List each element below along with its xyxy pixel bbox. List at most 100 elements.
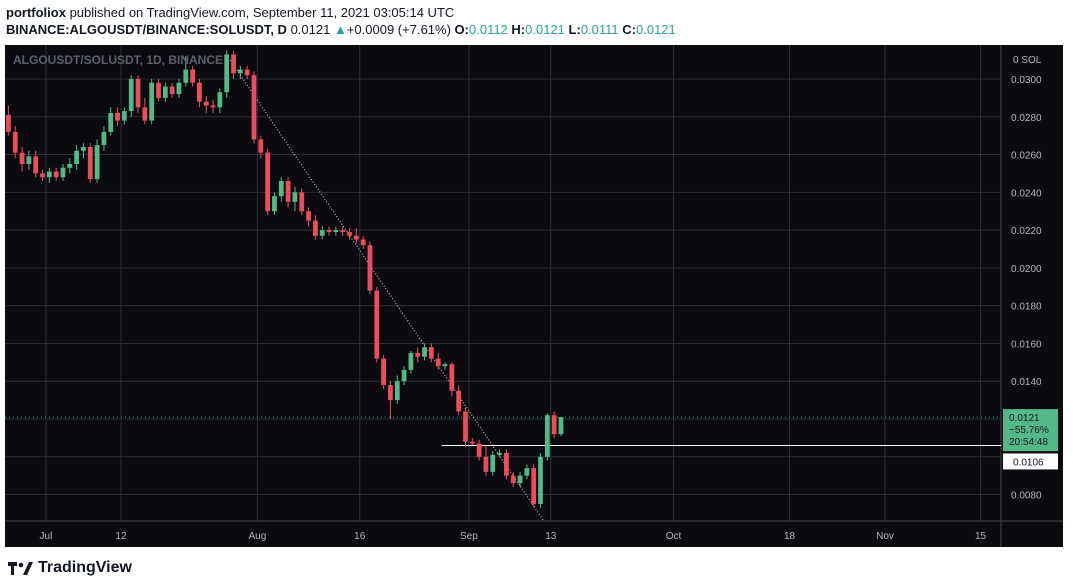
- price-label: 0.0121: [1009, 413, 1040, 424]
- candle-body: [12, 131, 18, 153]
- candle: [538, 453, 543, 508]
- x-tick-label: Sep: [460, 531, 478, 542]
- high-value: 0.0121: [525, 22, 565, 37]
- candle: [422, 343, 427, 361]
- candle: [237, 65, 243, 79]
- price-label-box: [1003, 409, 1058, 452]
- close-label: C:: [622, 22, 636, 37]
- x-tick-label: Nov: [876, 531, 894, 542]
- candle: [326, 226, 332, 236]
- candle-body: [210, 105, 216, 108]
- candle-body: [237, 69, 243, 74]
- change-label: −55.76%: [1009, 425, 1049, 436]
- candle-body: [524, 468, 530, 476]
- candle-body: [374, 290, 380, 359]
- candle-body: [456, 390, 462, 412]
- tradingview-brand[interactable]: TradingView: [38, 559, 132, 576]
- candle: [251, 71, 257, 144]
- candle-body: [128, 79, 134, 112]
- ohlc-header: BINANCE:ALGOUSDT/BINANCE:SOLUSDT, D 0.01…: [6, 22, 676, 37]
- footer: TradingView: [8, 559, 132, 577]
- candle: [224, 50, 230, 98]
- candle-body: [415, 352, 421, 357]
- candle: [401, 366, 407, 385]
- candle-body: [428, 347, 434, 359]
- published-text: published on TradingView.com, September …: [69, 5, 455, 20]
- candle: [197, 79, 202, 108]
- candle-body: [6, 114, 11, 132]
- candle: [531, 464, 537, 508]
- candle: [244, 65, 250, 79]
- candle: [497, 449, 502, 457]
- candle-body: [265, 152, 271, 212]
- candle: [319, 226, 325, 240]
- candle-body: [531, 468, 537, 504]
- candle-body: [476, 443, 482, 457]
- candle: [463, 407, 468, 448]
- price-change: +0.0009 (+7.61%): [346, 22, 451, 37]
- high-label: H:: [511, 22, 526, 37]
- candle-body: [442, 364, 448, 367]
- candle-body: [149, 82, 155, 121]
- candle: [217, 88, 223, 113]
- candle-body: [74, 150, 80, 164]
- candle-body: [449, 364, 455, 391]
- candle: [12, 126, 18, 159]
- candle-body: [156, 82, 161, 98]
- candle: [53, 167, 59, 181]
- y-tick-label: 0.0220: [1011, 226, 1042, 237]
- price-chart[interactable]: 0.00800.01000.01200.01400.01600.01800.02…: [5, 45, 1063, 547]
- candle-body: [490, 454, 496, 472]
- candle: [490, 451, 496, 476]
- candle-body: [169, 86, 175, 95]
- candle: [435, 352, 441, 370]
- candle-body: [81, 147, 86, 151]
- candle-body: [244, 69, 250, 76]
- candle-body: [67, 164, 73, 168]
- x-tick-label: Aug: [249, 531, 267, 542]
- candle-body: [388, 385, 393, 401]
- candle-body: [46, 171, 52, 178]
- candle: [374, 286, 380, 363]
- candle-body: [19, 152, 25, 164]
- candle-body: [176, 82, 182, 95]
- candle: [26, 150, 32, 170]
- candle-body: [203, 101, 209, 106]
- candle: [504, 449, 509, 480]
- x-tick-label: 16: [354, 531, 366, 542]
- candle-body: [87, 147, 93, 180]
- publisher-name[interactable]: portfoliox: [6, 5, 66, 20]
- candle-body: [60, 167, 66, 178]
- chart-watermark: ALGOUSDT/SOLUSDT, 1D, BINANCE: [13, 53, 224, 67]
- candle-body: [278, 181, 284, 197]
- candle-body: [558, 417, 564, 435]
- candle: [265, 148, 271, 215]
- x-tick-label: Oct: [666, 531, 682, 542]
- candle: [299, 188, 305, 215]
- candle-body: [40, 173, 45, 178]
- last-price: 0.0121: [290, 22, 331, 37]
- candle: [408, 351, 414, 374]
- y-tick-label: 0.0180: [1011, 302, 1042, 313]
- candle: [517, 471, 523, 487]
- y-tick-label: 0.0140: [1011, 377, 1042, 388]
- candle: [60, 164, 66, 181]
- candle-body: [517, 475, 523, 484]
- candle-body: [94, 145, 100, 180]
- candle: [149, 79, 155, 125]
- candle: [74, 145, 80, 170]
- candle-body: [326, 230, 332, 232]
- chart-area[interactable]: 0.00800.01000.01200.01400.01600.01800.02…: [5, 45, 1063, 547]
- candle: [231, 50, 236, 79]
- publish-info: portfoliox published on TradingView.com,…: [6, 5, 454, 20]
- candle: [176, 79, 182, 98]
- candle-body: [285, 181, 291, 202]
- x-tick-label: 12: [115, 531, 127, 542]
- candle: [449, 362, 455, 397]
- candle-body: [538, 456, 543, 504]
- candle: [6, 105, 11, 136]
- candle-body: [340, 230, 346, 232]
- candle-body: [162, 86, 168, 98]
- candle-body: [347, 232, 352, 236]
- candle-body: [394, 381, 400, 401]
